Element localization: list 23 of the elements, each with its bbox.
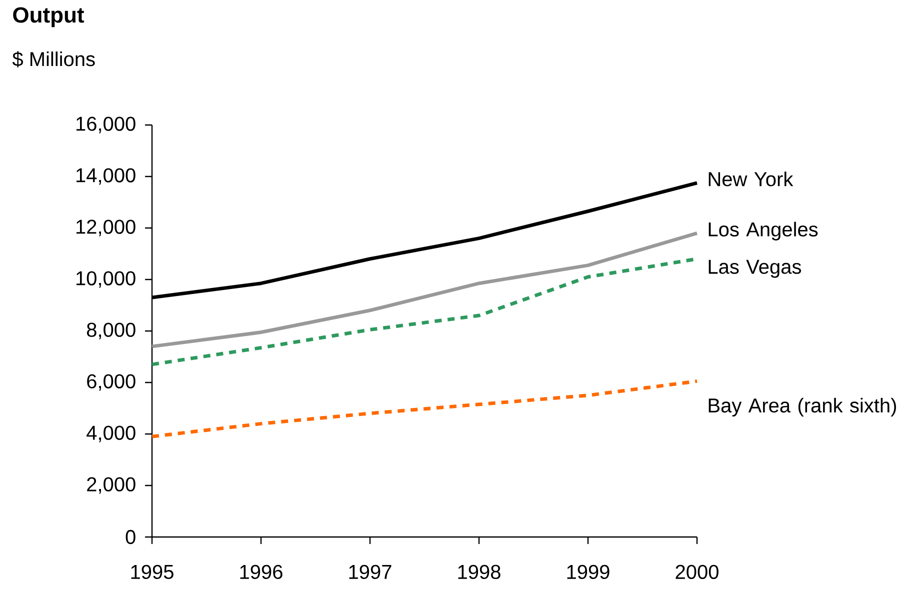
x-tick-label: 1996 [240,564,282,580]
y-axis-title: $ Millions [12,51,95,68]
y-tick-label: 8,000 [86,322,136,340]
y-tick-label: 14,000 [76,168,136,185]
x-tick-label: 1999 [567,564,610,580]
series-label: Bay Area (rank sixth) [708,398,896,417]
chart-title: Output [13,7,84,28]
y-tick-label: 4,000 [86,426,136,442]
series-label: New York [708,172,794,186]
x-tick-label: 1997 [349,564,392,580]
line-series [150,231,699,348]
x-tick-label: 1995 [131,564,174,580]
series-label: Los Angeles [708,222,818,240]
series-label: Las Vegas [708,260,802,278]
line-series [150,379,699,438]
y-tick-label: 10,000 [76,271,136,288]
y-tick-label: 16,000 [76,116,136,134]
y-tick-label: 6,000 [87,374,136,391]
y-tick-label: 2,000 [87,477,136,494]
y-tick-label: 0 [126,530,136,544]
y-tick-label: 12,000 [76,220,136,236]
x-tick-label: 2000 [676,564,718,580]
x-tick-label: 1998 [458,564,500,580]
